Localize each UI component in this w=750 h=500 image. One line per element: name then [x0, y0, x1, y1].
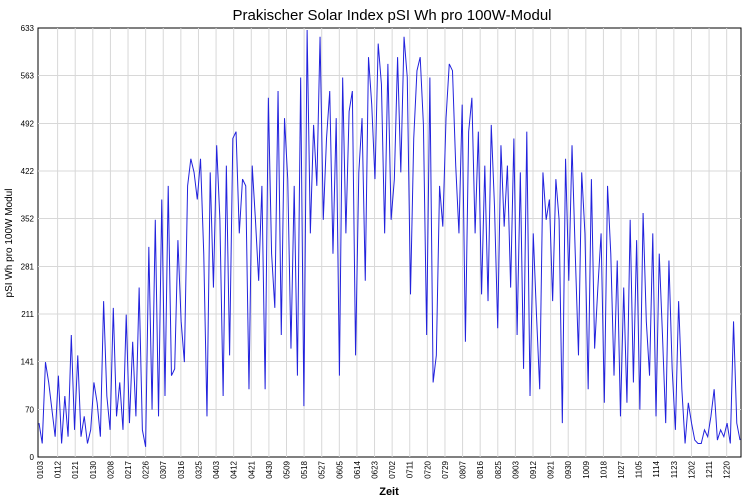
y-tick-label: 0 — [30, 453, 35, 462]
x-tick-label: 0217 — [124, 460, 133, 478]
x-tick-label: 0623 — [371, 460, 380, 478]
x-tick-label: 0825 — [494, 460, 503, 478]
y-axis-ticks: 0 70 141 211 281 352 422 492 563 633 — [21, 24, 35, 462]
chart-title: Prakischer Solar Index pSI Wh pro 100W-M… — [232, 7, 551, 24]
x-tick-label: 0103 — [36, 460, 45, 478]
y-tick-label: 633 — [21, 24, 35, 33]
x-tick-label: 0614 — [353, 460, 362, 478]
x-tick-label: 1105 — [635, 460, 644, 478]
y-tick-label: 141 — [21, 357, 35, 366]
x-tick-label: 1220 — [723, 460, 732, 478]
x-tick-label: 0412 — [230, 460, 239, 478]
x-tick-label: 0430 — [265, 460, 274, 478]
x-tick-label: 0912 — [529, 460, 538, 478]
x-tick-label: 0720 — [423, 460, 432, 478]
y-tick-label: 563 — [21, 71, 35, 80]
x-tick-label: 1009 — [582, 460, 591, 478]
x-tick-label: 0921 — [547, 460, 556, 478]
x-tick-label: 0729 — [441, 460, 450, 478]
x-tick-label: 0903 — [511, 460, 520, 478]
y-axis-label: pSI Wh pro 100W Modul — [4, 189, 15, 298]
x-tick-label: 0130 — [89, 460, 98, 478]
y-tick-label: 281 — [21, 263, 35, 272]
x-tick-label: 0702 — [388, 460, 397, 478]
series-line — [38, 30, 741, 447]
x-tick-label: 0807 — [459, 460, 468, 478]
y-tick-label: 352 — [21, 214, 35, 223]
y-tick-label: 422 — [21, 167, 35, 176]
x-axis-ticks: 0103 0112 0121 0130 0208 0217 0226 0307 0316 0325… — [36, 460, 732, 478]
x-tick-label: 0711 — [406, 460, 415, 478]
x-tick-label: 1123 — [670, 460, 679, 478]
x-tick-label: 1114 — [652, 460, 661, 477]
x-tick-label: 0509 — [282, 460, 291, 478]
y-tick-label: 70 — [25, 406, 34, 415]
x-tick-label: 0527 — [318, 460, 327, 478]
x-tick-label: 1211 — [705, 460, 714, 478]
x-tick-label: 1202 — [687, 460, 696, 478]
x-tick-label: 0518 — [300, 460, 309, 478]
x-tick-label: 0112 — [54, 460, 63, 478]
x-tick-label: 0325 — [194, 460, 203, 478]
x-tick-label: 0403 — [212, 460, 221, 478]
x-tick-label: 0421 — [247, 460, 256, 478]
y-tick-label: 492 — [21, 120, 35, 129]
x-tick-label: 0605 — [335, 460, 344, 478]
x-axis-label: Zeit — [379, 486, 399, 498]
x-tick-label: 0307 — [159, 460, 168, 478]
x-tick-label: 0930 — [564, 460, 573, 478]
x-tick-label: 0208 — [106, 460, 115, 478]
y-tick-label: 211 — [21, 310, 34, 319]
x-tick-label: 0816 — [476, 460, 485, 478]
x-tick-label: 0121 — [71, 460, 80, 478]
x-tick-label: 1018 — [599, 460, 608, 478]
x-tick-label: 0316 — [177, 460, 186, 478]
x-tick-label: 1027 — [617, 460, 626, 478]
x-tick-label: 0226 — [142, 460, 151, 478]
plot-area — [37, 27, 742, 458]
